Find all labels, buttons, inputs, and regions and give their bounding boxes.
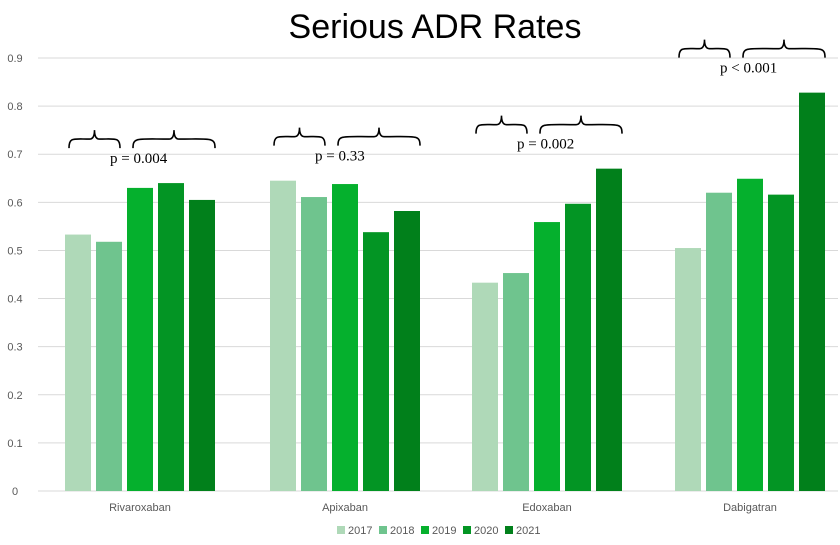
y-tick-label: 0.4 (7, 294, 22, 306)
p-value-label: p = 0.33 (315, 149, 365, 165)
y-tick-label: 0.5 (7, 245, 22, 257)
legend-label: 2021 (516, 525, 540, 537)
x-category-label: Edoxaban (522, 502, 572, 514)
y-tick-label: 0.8 (7, 101, 22, 113)
x-axis-categories: Rivaroxaban Apixaban Edoxaban Dabigatran (109, 502, 777, 514)
bracket-early-years (68, 130, 121, 149)
bar-apixaban-2017 (270, 180, 296, 491)
legend-swatch-2018 (379, 526, 387, 534)
y-tick-label: 0.9 (7, 53, 22, 65)
bracket-later-years (539, 115, 623, 134)
bar-dabigatran-2020 (768, 194, 794, 491)
legend: 2017 2018 2019 2020 2021 (337, 525, 540, 537)
bar-dabigatran-2018 (706, 192, 732, 491)
bracket-later-years (132, 130, 216, 149)
bar-rivaroxaban-2020 (158, 183, 184, 492)
legend-swatch-2021 (505, 526, 513, 534)
bracket-later-years (337, 127, 421, 146)
chart-title: Serious ADR Rates (289, 8, 582, 46)
y-tick-label: 0.2 (7, 390, 22, 402)
bars (65, 92, 825, 492)
legend-label: 2017 (348, 525, 372, 537)
bar-rivaroxaban-2019 (127, 187, 153, 491)
bar-apixaban-2018 (301, 197, 327, 491)
x-category-label: Apixaban (322, 502, 368, 514)
legend-label: 2020 (474, 525, 498, 537)
bar-rivaroxaban-2018 (96, 241, 122, 491)
bracket-early-years (273, 127, 326, 146)
bar-edoxaban-2017 (472, 282, 498, 491)
bar-dabigatran-2019 (737, 178, 763, 491)
x-category-label: Dabigatran (723, 502, 777, 514)
legend-label: 2018 (390, 525, 414, 537)
x-category-label: Rivaroxaban (109, 502, 171, 514)
legend-swatch-2020 (463, 526, 471, 534)
legend-swatch-2017 (337, 526, 345, 534)
y-tick-label: 0 (12, 486, 18, 498)
p-value-label: p = 0.004 (110, 151, 168, 167)
y-tick-label: 0.3 (7, 342, 22, 354)
bar-rivaroxaban-2021 (189, 199, 215, 491)
p-value-label: p = 0.002 (517, 137, 574, 153)
bracket-early-years (475, 115, 528, 134)
bar-dabigatran-2017 (675, 248, 701, 491)
bar-apixaban-2020 (363, 232, 389, 491)
y-tick-label: 0.6 (7, 197, 22, 209)
y-axis-ticks: 0 0.1 0.2 0.3 0.4 0.5 0.6 0.7 0.8 0.9 (7, 53, 22, 498)
bar-edoxaban-2018 (503, 273, 529, 491)
bar-edoxaban-2019 (534, 222, 560, 491)
p-value-label: p < 0.001 (720, 61, 777, 77)
bar-apixaban-2019 (332, 184, 358, 491)
bar-apixaban-2021 (394, 210, 420, 491)
y-tick-label: 0.7 (7, 149, 22, 161)
bar-edoxaban-2021 (596, 168, 622, 491)
bar-dabigatran-2021 (799, 92, 825, 491)
significance-annotations: p = 0.004 p = 0.33 p = 0.002 p < 0.001 (68, 39, 826, 167)
legend-swatch-2019 (421, 526, 429, 534)
bar-rivaroxaban-2017 (65, 234, 91, 491)
bracket-early-years (678, 39, 731, 58)
bar-edoxaban-2020 (565, 203, 591, 491)
bracket-later-years (742, 39, 826, 58)
y-tick-label: 0.1 (7, 438, 22, 450)
legend-label: 2019 (432, 525, 456, 537)
